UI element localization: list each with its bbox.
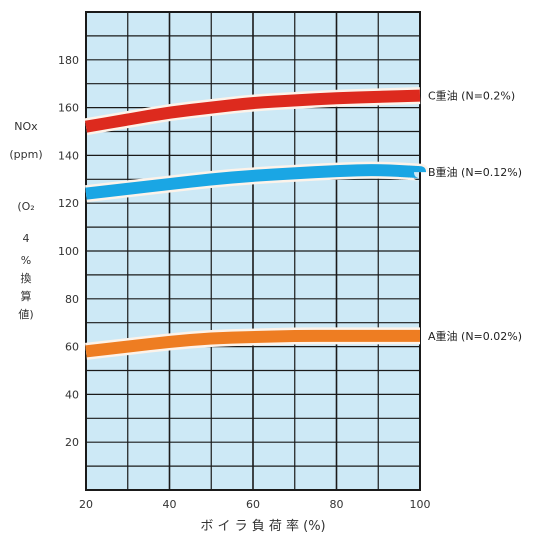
y-tick-label: 120 bbox=[58, 197, 79, 210]
x-tick-labels: 20 40 60 80 100 bbox=[79, 498, 431, 511]
series-labels: C重油 (N=0.2%) B重油 (N=0.12%) A重油 (N=0.02%) bbox=[428, 89, 522, 343]
y-axis-label-line: % bbox=[21, 254, 31, 267]
y-axis-label-line: 4 bbox=[23, 232, 30, 245]
series-line bbox=[84, 89, 421, 133]
series-line bbox=[85, 164, 421, 200]
x-tick-label: 40 bbox=[163, 498, 177, 511]
x-tick-label: 20 bbox=[79, 498, 93, 511]
y-tick-label: 40 bbox=[65, 388, 79, 401]
x-tick-label: 100 bbox=[410, 498, 431, 511]
y-tick-label: 60 bbox=[65, 341, 79, 354]
y-axis-label: NOx (ppm) (O₂ 4% 換算値) bbox=[9, 120, 42, 321]
y-tick-label: 80 bbox=[65, 293, 79, 306]
y-tick-label: 180 bbox=[58, 54, 79, 67]
grid-lines bbox=[86, 12, 420, 490]
series-line bbox=[85, 329, 420, 358]
x-tick-label: 80 bbox=[330, 498, 344, 511]
series-label: A重油 (N=0.02%) bbox=[428, 329, 522, 343]
series-layer bbox=[84, 87, 421, 360]
y-axis-label-line: 値) bbox=[18, 308, 33, 321]
series-label: B重油 (N=0.12%) bbox=[428, 165, 522, 179]
y-tick-label: 20 bbox=[65, 436, 79, 449]
y-axis-label-line: (O₂ bbox=[17, 200, 34, 213]
y-axis-label-line: NOx bbox=[14, 120, 38, 133]
y-tick-label: 160 bbox=[58, 102, 79, 115]
y-axis-label-line: 換 bbox=[21, 272, 32, 285]
y-tick-labels: 20 40 60 80 100 120 140 160 180 bbox=[58, 54, 79, 449]
y-axis-label-line: (ppm) bbox=[9, 148, 42, 161]
series-label: C重油 (N=0.2%) bbox=[428, 89, 515, 103]
y-axis-label-line: 算 bbox=[21, 289, 32, 303]
y-tick-label: 140 bbox=[58, 149, 79, 162]
y-tick-label: 100 bbox=[58, 245, 79, 258]
x-tick-label: 60 bbox=[246, 498, 260, 511]
x-axis-label: ボ イ ラ 負 荷 率 (%) bbox=[200, 518, 325, 534]
